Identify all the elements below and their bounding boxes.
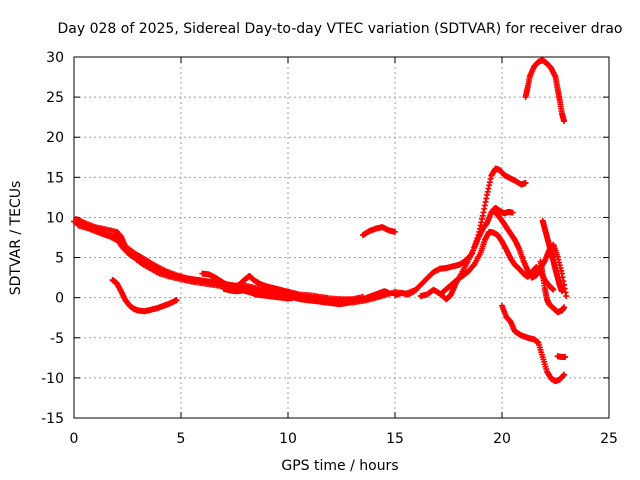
data-point-track-l (558, 288, 565, 295)
y-tick-label: 25 (46, 90, 64, 106)
data-point-track-o (562, 354, 569, 361)
y-tick-label: 15 (46, 170, 64, 186)
data-point-track-n (561, 371, 568, 378)
data-point-track-h (522, 179, 529, 186)
data-point-track-g (392, 228, 398, 235)
x-tick-label: 15 (386, 431, 404, 447)
plot-frame (73, 56, 610, 419)
y-tick-label: 0 (55, 291, 64, 307)
y-tick-label: -15 (41, 411, 64, 427)
x-tick-label: 10 (279, 431, 297, 447)
data-point-track-e (385, 289, 392, 296)
data-point-track-k (563, 293, 570, 300)
data-point-track-f (173, 297, 180, 304)
grid-layer (74, 57, 609, 418)
y-tick-label: 5 (55, 251, 64, 267)
x-axis-label: GPS time / hours (281, 458, 398, 474)
chart-title: Day 028 of 2025, Sidereal Day-to-day VTE… (57, 21, 622, 37)
data-point-track-i (509, 209, 516, 216)
y-tick-label: 20 (46, 130, 64, 146)
data-point-track-m (561, 304, 568, 311)
y-tick-label: -10 (41, 371, 64, 387)
x-tick-label: 5 (177, 431, 186, 447)
x-tick-label: 0 (70, 431, 79, 447)
y-tick-label: 30 (46, 50, 64, 66)
y-tick-label: 10 (46, 210, 64, 226)
x-tick-label: 20 (493, 431, 511, 447)
data-point-track-j (550, 286, 557, 293)
data-point-track-p (561, 118, 568, 125)
marker-layer (71, 57, 570, 385)
tick-layer: 0 5 10 15 20 25 -15 -10 -5 0 5 10 15 20 25 30 (41, 50, 618, 447)
y-tick-label: -5 (50, 331, 64, 347)
y-axis-label: SDTVAR / TECUs (8, 181, 24, 296)
x-tick-label: 25 (600, 431, 618, 447)
